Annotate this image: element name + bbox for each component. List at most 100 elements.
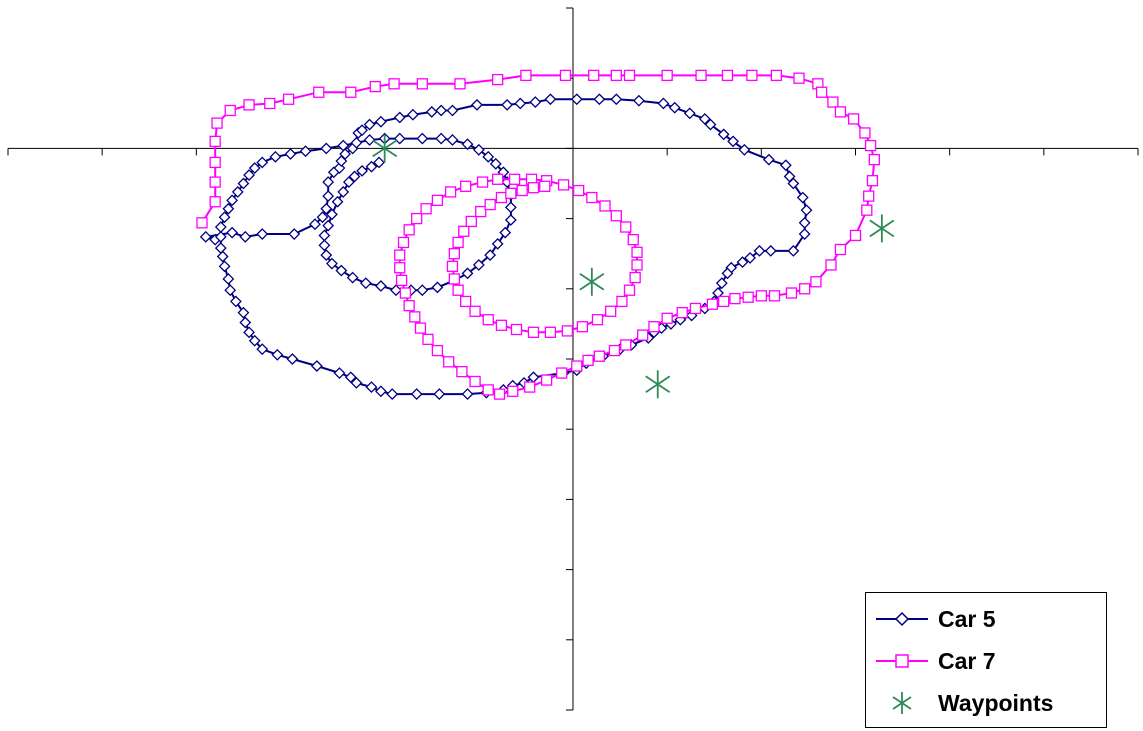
data-point-car-7 (456, 365, 468, 378)
data-point-car-5 (698, 112, 711, 125)
data-point-car-7 (539, 180, 551, 192)
data-point-car-7 (718, 295, 730, 308)
data-point-waypoints (579, 267, 605, 296)
data-point-car-7 (345, 86, 357, 98)
data-point-car-7 (394, 249, 406, 261)
data-point-car-7 (561, 325, 573, 337)
data-point-car-5 (199, 230, 212, 243)
data-point-car-5 (320, 202, 333, 215)
data-point-car-5 (365, 381, 378, 393)
data-point-car-5 (350, 376, 363, 389)
data-point-car-5 (339, 148, 352, 160)
data-point-car-5 (787, 177, 800, 190)
data-point-car-5 (721, 267, 734, 280)
data-point-car-5 (514, 97, 527, 110)
data-point-car-7 (527, 326, 540, 338)
data-point-car-5 (216, 250, 229, 263)
data-point-car-7 (573, 184, 585, 197)
data-point-car-5 (322, 176, 335, 189)
data-point-car-5 (570, 93, 583, 106)
data-point-car-7 (631, 246, 643, 258)
data-point-car-5 (237, 306, 250, 319)
data-point-car-7 (559, 69, 572, 82)
data-point-car-5 (712, 287, 724, 299)
data-point-car-7 (444, 186, 457, 198)
data-point-car-7 (859, 127, 871, 139)
data-point-waypoints (645, 370, 671, 399)
data-point-car-5 (309, 218, 321, 231)
data-point-car-7 (729, 292, 741, 305)
data-point-car-5 (322, 219, 335, 232)
data-point-car-7 (827, 96, 839, 108)
data-point-car-7 (610, 69, 622, 82)
data-point-car-7 (448, 273, 461, 285)
data-point-car-7 (793, 72, 805, 84)
data-point-car-7 (627, 234, 639, 246)
data-point-car-5 (256, 156, 269, 169)
data-point-car-5 (425, 105, 438, 118)
data-point-car-5 (326, 257, 338, 270)
data-point-car-5 (256, 343, 269, 356)
data-point-car-5 (416, 284, 429, 297)
data-point-car-5 (632, 94, 645, 107)
data-point-car-7 (629, 271, 641, 284)
data-point-car-5 (224, 284, 237, 297)
data-point-car-7 (443, 356, 455, 368)
data-point-car-5 (499, 226, 512, 239)
data-point-car-5 (248, 162, 261, 174)
legend: Car 5 Car 7 Waypoints (865, 592, 1107, 728)
data-point-car-7 (431, 344, 444, 357)
data-point-car-5 (239, 316, 252, 329)
data-point-car-7 (605, 305, 617, 317)
data-point-car-5 (461, 267, 474, 280)
data-point-car-7 (313, 86, 325, 98)
data-point-car-7 (755, 290, 767, 302)
data-point-car-5 (504, 214, 517, 226)
data-point-car-5 (416, 132, 429, 145)
data-point-car-7 (505, 187, 517, 199)
data-point-car-7 (465, 215, 477, 228)
data-point-car-7 (695, 69, 707, 82)
data-point-car-5 (299, 145, 312, 158)
data-point-car-5 (256, 228, 269, 240)
data-point-car-7 (395, 274, 408, 287)
data-point-car-5 (326, 208, 338, 221)
data-point-car-7 (224, 104, 236, 117)
data-point-car-7 (492, 173, 504, 185)
data-point-car-7 (863, 190, 875, 202)
legend-label-waypoints: Waypoints (938, 690, 1054, 716)
data-point-car-5 (491, 237, 504, 250)
data-point-car-5 (222, 273, 235, 285)
data-point-car-7 (861, 204, 873, 216)
data-point-car-7 (459, 180, 472, 192)
data-point-car-7 (411, 212, 423, 225)
data-point-car-7 (544, 326, 557, 338)
data-point-car-7 (868, 153, 880, 166)
data-point-car-7 (209, 156, 221, 169)
data-point-car-7 (397, 236, 410, 249)
data-point-car-5 (461, 138, 474, 151)
data-point-car-5 (363, 134, 376, 146)
data-point-car-7 (599, 200, 611, 212)
data-point-car-5 (318, 239, 331, 252)
data-point-car-7 (571, 360, 583, 372)
legend-label-car-5: Car 5 (938, 606, 996, 632)
data-point-car-5 (461, 388, 474, 401)
data-point-car-5 (501, 98, 514, 111)
data-point-car-5 (337, 186, 350, 198)
data-point-car-5 (796, 191, 809, 204)
data-point-car-7 (452, 236, 464, 249)
data-point-car-7 (452, 284, 464, 296)
data-point-car-7 (416, 78, 428, 90)
data-point-car-7 (394, 262, 406, 274)
data-point-car-7 (484, 198, 496, 211)
data-point-car-7 (593, 350, 606, 362)
data-point-car-5 (286, 353, 299, 365)
data-point-car-5 (344, 371, 357, 384)
data-point-car-5 (738, 143, 751, 156)
data-point-car-5 (322, 190, 335, 203)
data-point-car-5 (433, 388, 446, 401)
data-point-car-5 (410, 388, 423, 401)
data-point-car-7 (866, 175, 879, 187)
data-point-car-5 (762, 153, 775, 166)
